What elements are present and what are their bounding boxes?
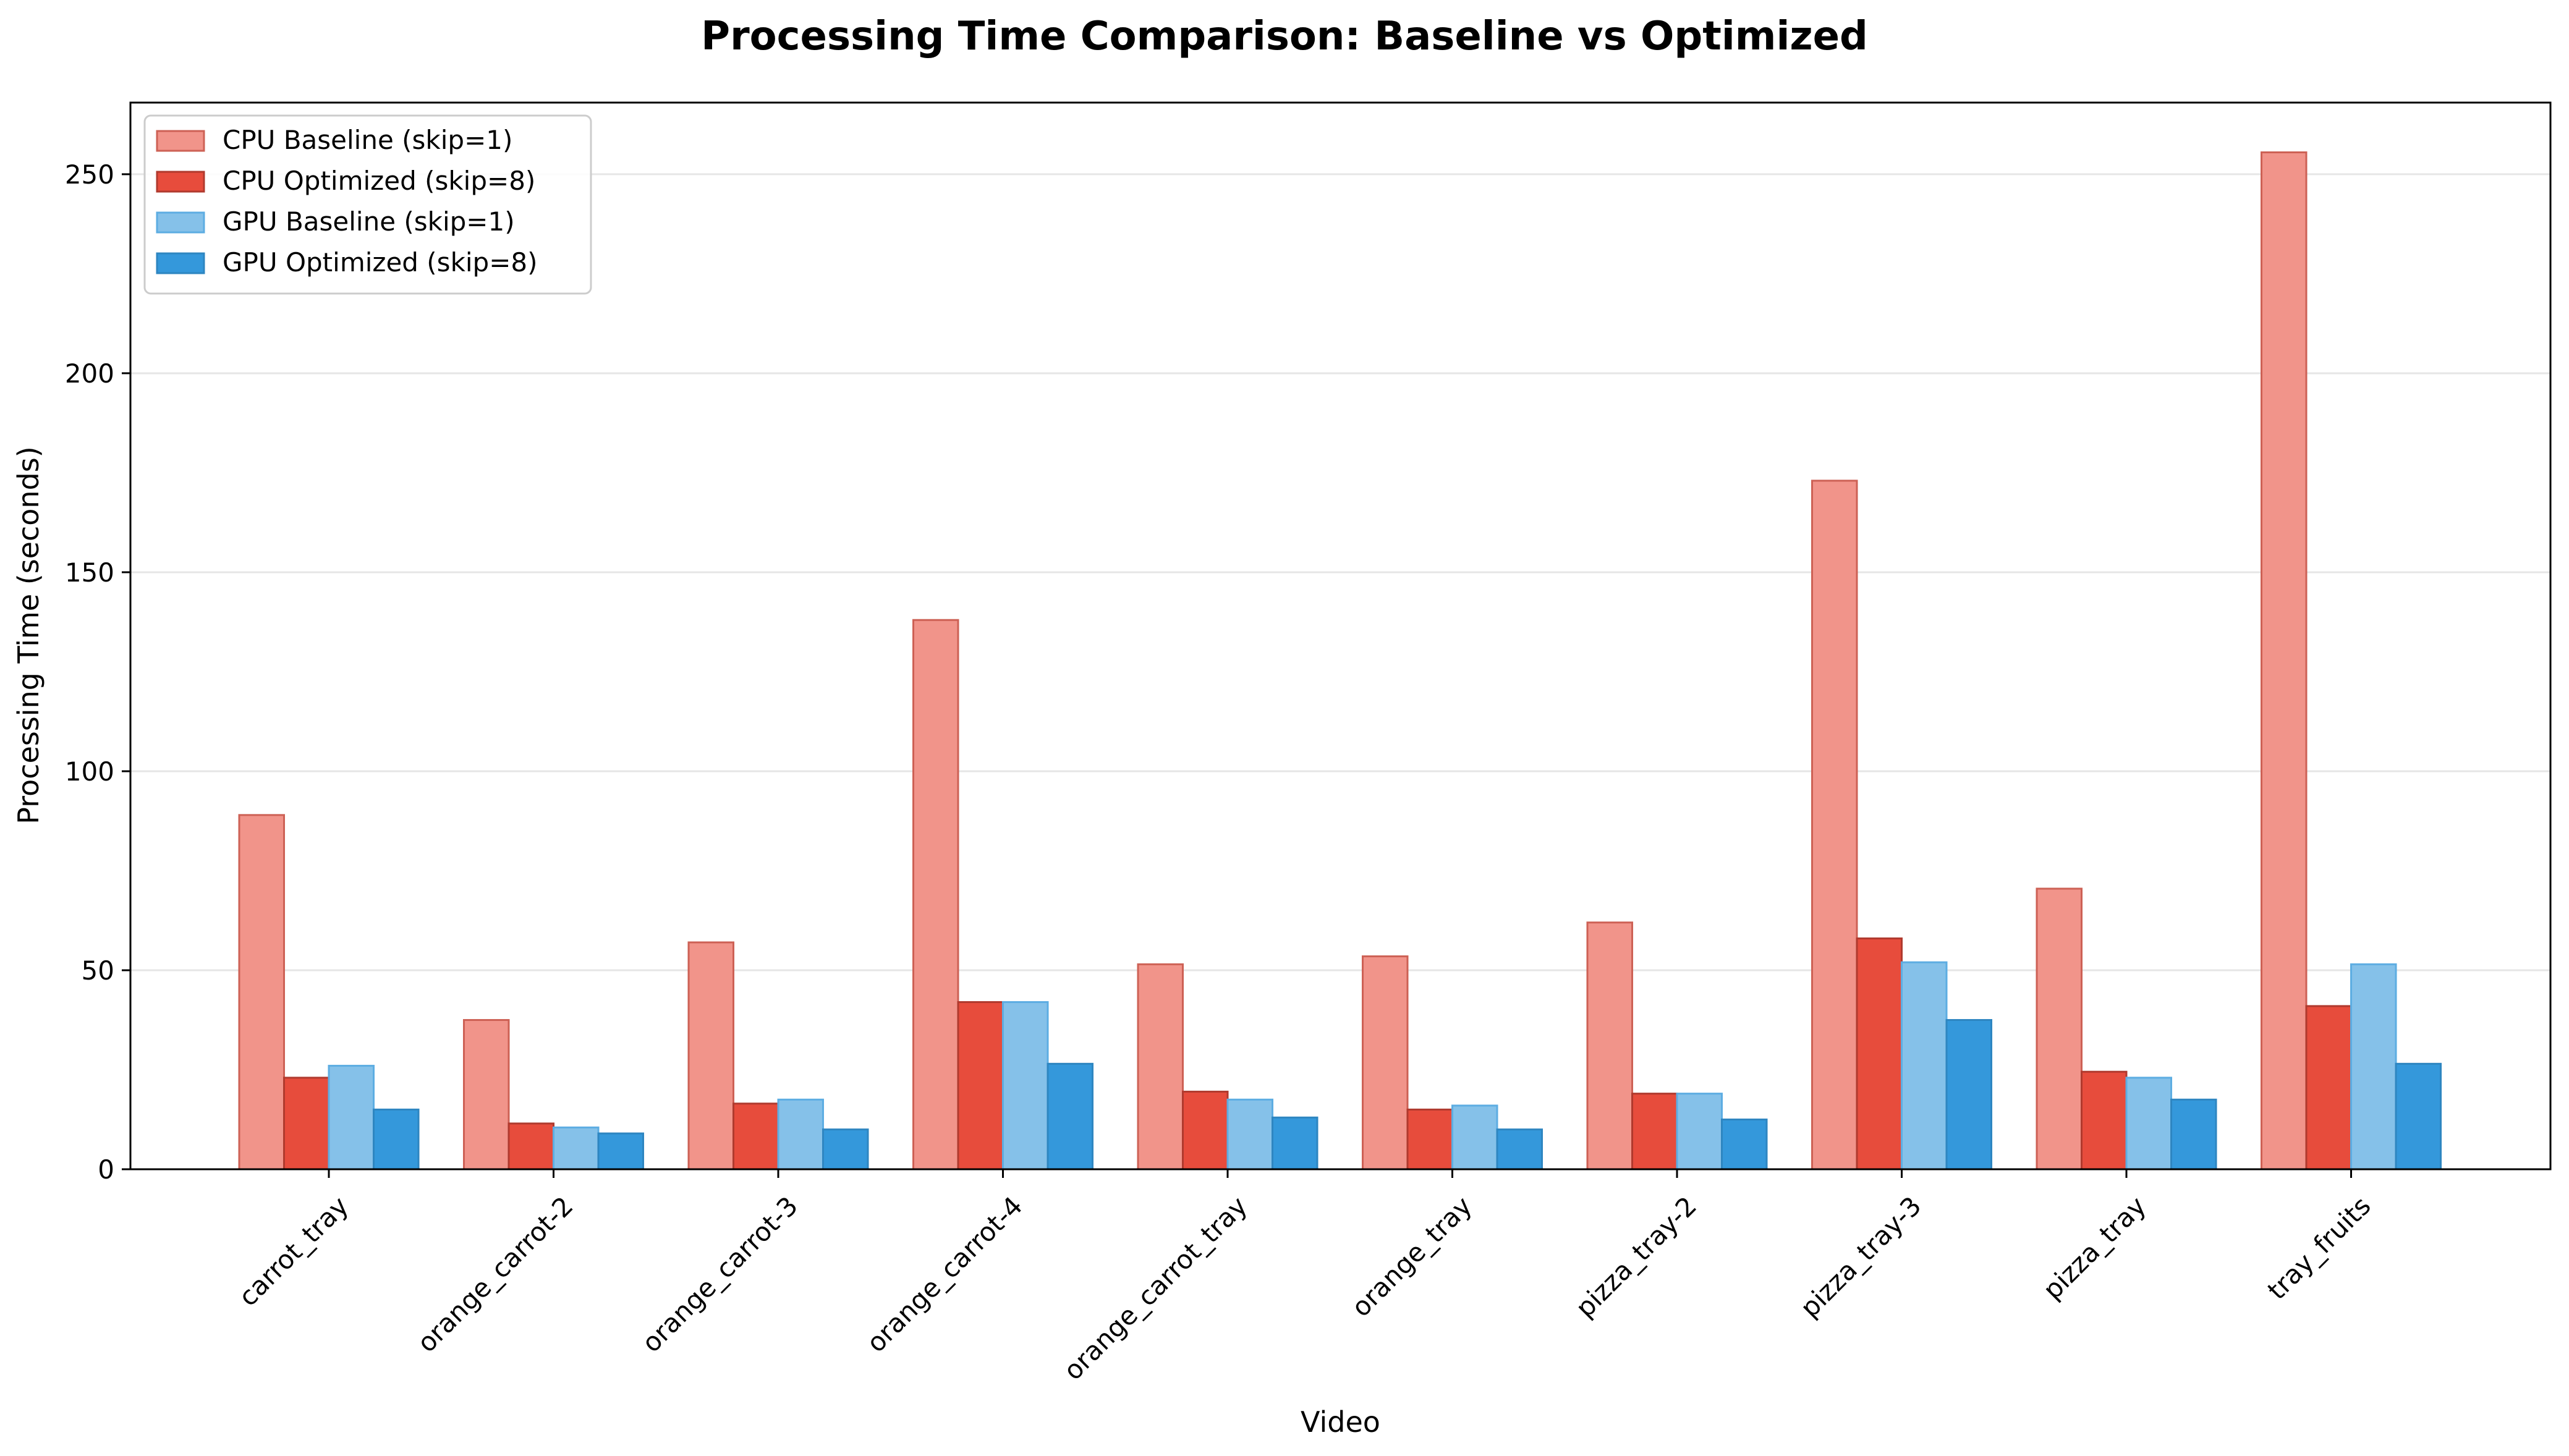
bar-cpu-optimized-skip-8-pizza-tray	[2081, 1070, 2128, 1170]
legend-swatch-cpu-baseline-skip-1	[156, 130, 205, 152]
bar-gpu-baseline-skip-1-pizza-tray	[2125, 1077, 2172, 1170]
bar-cpu-baseline-skip-1-orange-carrot-2	[463, 1018, 510, 1170]
y-tick-label-250: 250	[65, 159, 114, 190]
bar-gpu-optimized-skip-8-orange-carrot-tray	[1272, 1116, 1318, 1170]
y-tick-label-150: 150	[65, 557, 114, 588]
x-tick-label-carrot-tray: carrot_tray	[232, 1190, 354, 1312]
bar-gpu-baseline-skip-1-orange-carrot-3	[777, 1098, 824, 1170]
x-axis-label: Video	[1301, 1405, 1380, 1439]
bar-cpu-optimized-skip-8-orange-carrot-4	[957, 1001, 1004, 1170]
bar-gpu-optimized-skip-8-pizza-tray	[2170, 1098, 2217, 1170]
bar-cpu-baseline-skip-1-pizza-tray-3	[1811, 480, 1858, 1170]
bar-cpu-optimized-skip-8-orange-carrot-3	[732, 1103, 779, 1170]
bar-cpu-baseline-skip-1-orange-carrot-3	[687, 941, 734, 1170]
x-tick-label-orange-carrot-2: orange_carrot-2	[411, 1190, 579, 1358]
legend-label-gpu-baseline-skip-1: GPU Baseline (skip=1)	[223, 206, 515, 237]
y-tick-label-50: 50	[82, 955, 114, 986]
bar-gpu-baseline-skip-1-tray-fruits	[2350, 963, 2397, 1170]
bars	[238, 151, 2442, 1170]
bar-cpu-optimized-skip-8-orange-carrot-2	[507, 1122, 554, 1170]
x-tick-label-orange-carrot-tray: orange_carrot_tray	[1058, 1190, 1253, 1386]
bar-cpu-optimized-skip-8-carrot-tray	[283, 1077, 330, 1170]
chart-title: Processing Time Comparison: Baseline vs …	[701, 14, 1868, 59]
bar-gpu-baseline-skip-1-pizza-tray-2	[1676, 1093, 1723, 1170]
y-tick-label-100: 100	[65, 756, 114, 787]
bar-gpu-optimized-skip-8-carrot-tray	[373, 1108, 420, 1170]
bar-gpu-baseline-skip-1-orange-carrot-tray	[1226, 1098, 1273, 1170]
bar-cpu-baseline-skip-1-orange-carrot-tray	[1137, 963, 1184, 1170]
bar-cpu-baseline-skip-1-orange-tray	[1362, 955, 1409, 1170]
plot-frame	[129, 101, 2552, 1170]
x-tick-label-orange-carrot-3: orange_carrot-3	[636, 1190, 804, 1358]
bar-cpu-baseline-skip-1-tray-fruits	[2261, 151, 2308, 1170]
bar-gpu-baseline-skip-1-carrot-tray	[328, 1065, 375, 1170]
x-tick-label-pizza-tray-2: pizza_tray-2	[1569, 1190, 1702, 1323]
x-tick-label-orange-carrot-4: orange_carrot-4	[860, 1190, 1028, 1358]
bar-cpu-baseline-skip-1-pizza-tray	[2036, 887, 2083, 1170]
bar-gpu-optimized-skip-8-orange-carrot-3	[822, 1128, 869, 1170]
bar-gpu-optimized-skip-8-orange-carrot-2	[597, 1132, 644, 1170]
y-axis-label: Processing Time (seconds)	[12, 446, 45, 824]
bar-cpu-baseline-skip-1-orange-carrot-4	[912, 619, 959, 1170]
bar-cpu-optimized-skip-8-pizza-tray-2	[1631, 1093, 1678, 1170]
bar-gpu-optimized-skip-8-pizza-tray-3	[1945, 1018, 1992, 1170]
bar-gpu-optimized-skip-8-orange-carrot-4	[1047, 1062, 1093, 1170]
y-tick-label-200: 200	[65, 358, 114, 389]
y-tick-label-0: 0	[98, 1154, 114, 1185]
x-axis-ticks: carrot_tray orange_carrot-2 orange_carrot-…	[232, 1169, 2377, 1386]
bar-cpu-optimized-skip-8-orange-carrot-tray	[1182, 1090, 1229, 1170]
bar-gpu-optimized-skip-8-orange-tray	[1496, 1128, 1543, 1170]
bar-gpu-baseline-skip-1-pizza-tray-3	[1901, 961, 1948, 1170]
legend-label-cpu-baseline-skip-1: CPU Baseline (skip=1)	[223, 125, 512, 155]
bar-cpu-baseline-skip-1-carrot-tray	[238, 814, 285, 1170]
bar-gpu-baseline-skip-1-orange-carrot-4	[1002, 1001, 1049, 1170]
bar-gpu-optimized-skip-8-tray-fruits	[2395, 1062, 2442, 1170]
legend-swatch-cpu-optimized-skip-8	[156, 171, 205, 193]
legend-swatch-gpu-optimized-skip-8	[156, 252, 205, 274]
x-tick-label-pizza-tray: pizza_tray	[2037, 1190, 2152, 1305]
bar-cpu-optimized-skip-8-tray-fruits	[2305, 1005, 2352, 1170]
bar-cpu-optimized-skip-8-pizza-tray-3	[1856, 937, 1903, 1170]
x-tick-label-tray-fruits: tray_fruits	[2262, 1190, 2377, 1305]
bar-cpu-baseline-skip-1-pizza-tray-2	[1586, 921, 1633, 1170]
legend-swatch-gpu-baseline-skip-1	[156, 211, 205, 234]
bar-gpu-baseline-skip-1-orange-carrot-2	[553, 1126, 600, 1170]
x-tick-label-orange-tray: orange_tray	[1346, 1190, 1478, 1323]
bar-gpu-optimized-skip-8-pizza-tray-2	[1721, 1118, 1768, 1170]
bar-gpu-baseline-skip-1-orange-tray	[1451, 1104, 1498, 1170]
legend-box	[143, 114, 592, 295]
legend: CPU Baseline (skip=1) CPU Optimized (skip…	[143, 114, 592, 295]
x-tick-label-pizza-tray-3: pizza_tray-3	[1794, 1190, 1927, 1323]
y-axis-ticks: 0 50 100 150 200 250	[65, 159, 130, 1185]
legend-label-gpu-optimized-skip-8: GPU Optimized (skip=8)	[223, 247, 538, 277]
legend-label-cpu-optimized-skip-8: CPU Optimized (skip=8)	[223, 166, 535, 196]
bar-cpu-optimized-skip-8-orange-tray	[1406, 1108, 1453, 1170]
